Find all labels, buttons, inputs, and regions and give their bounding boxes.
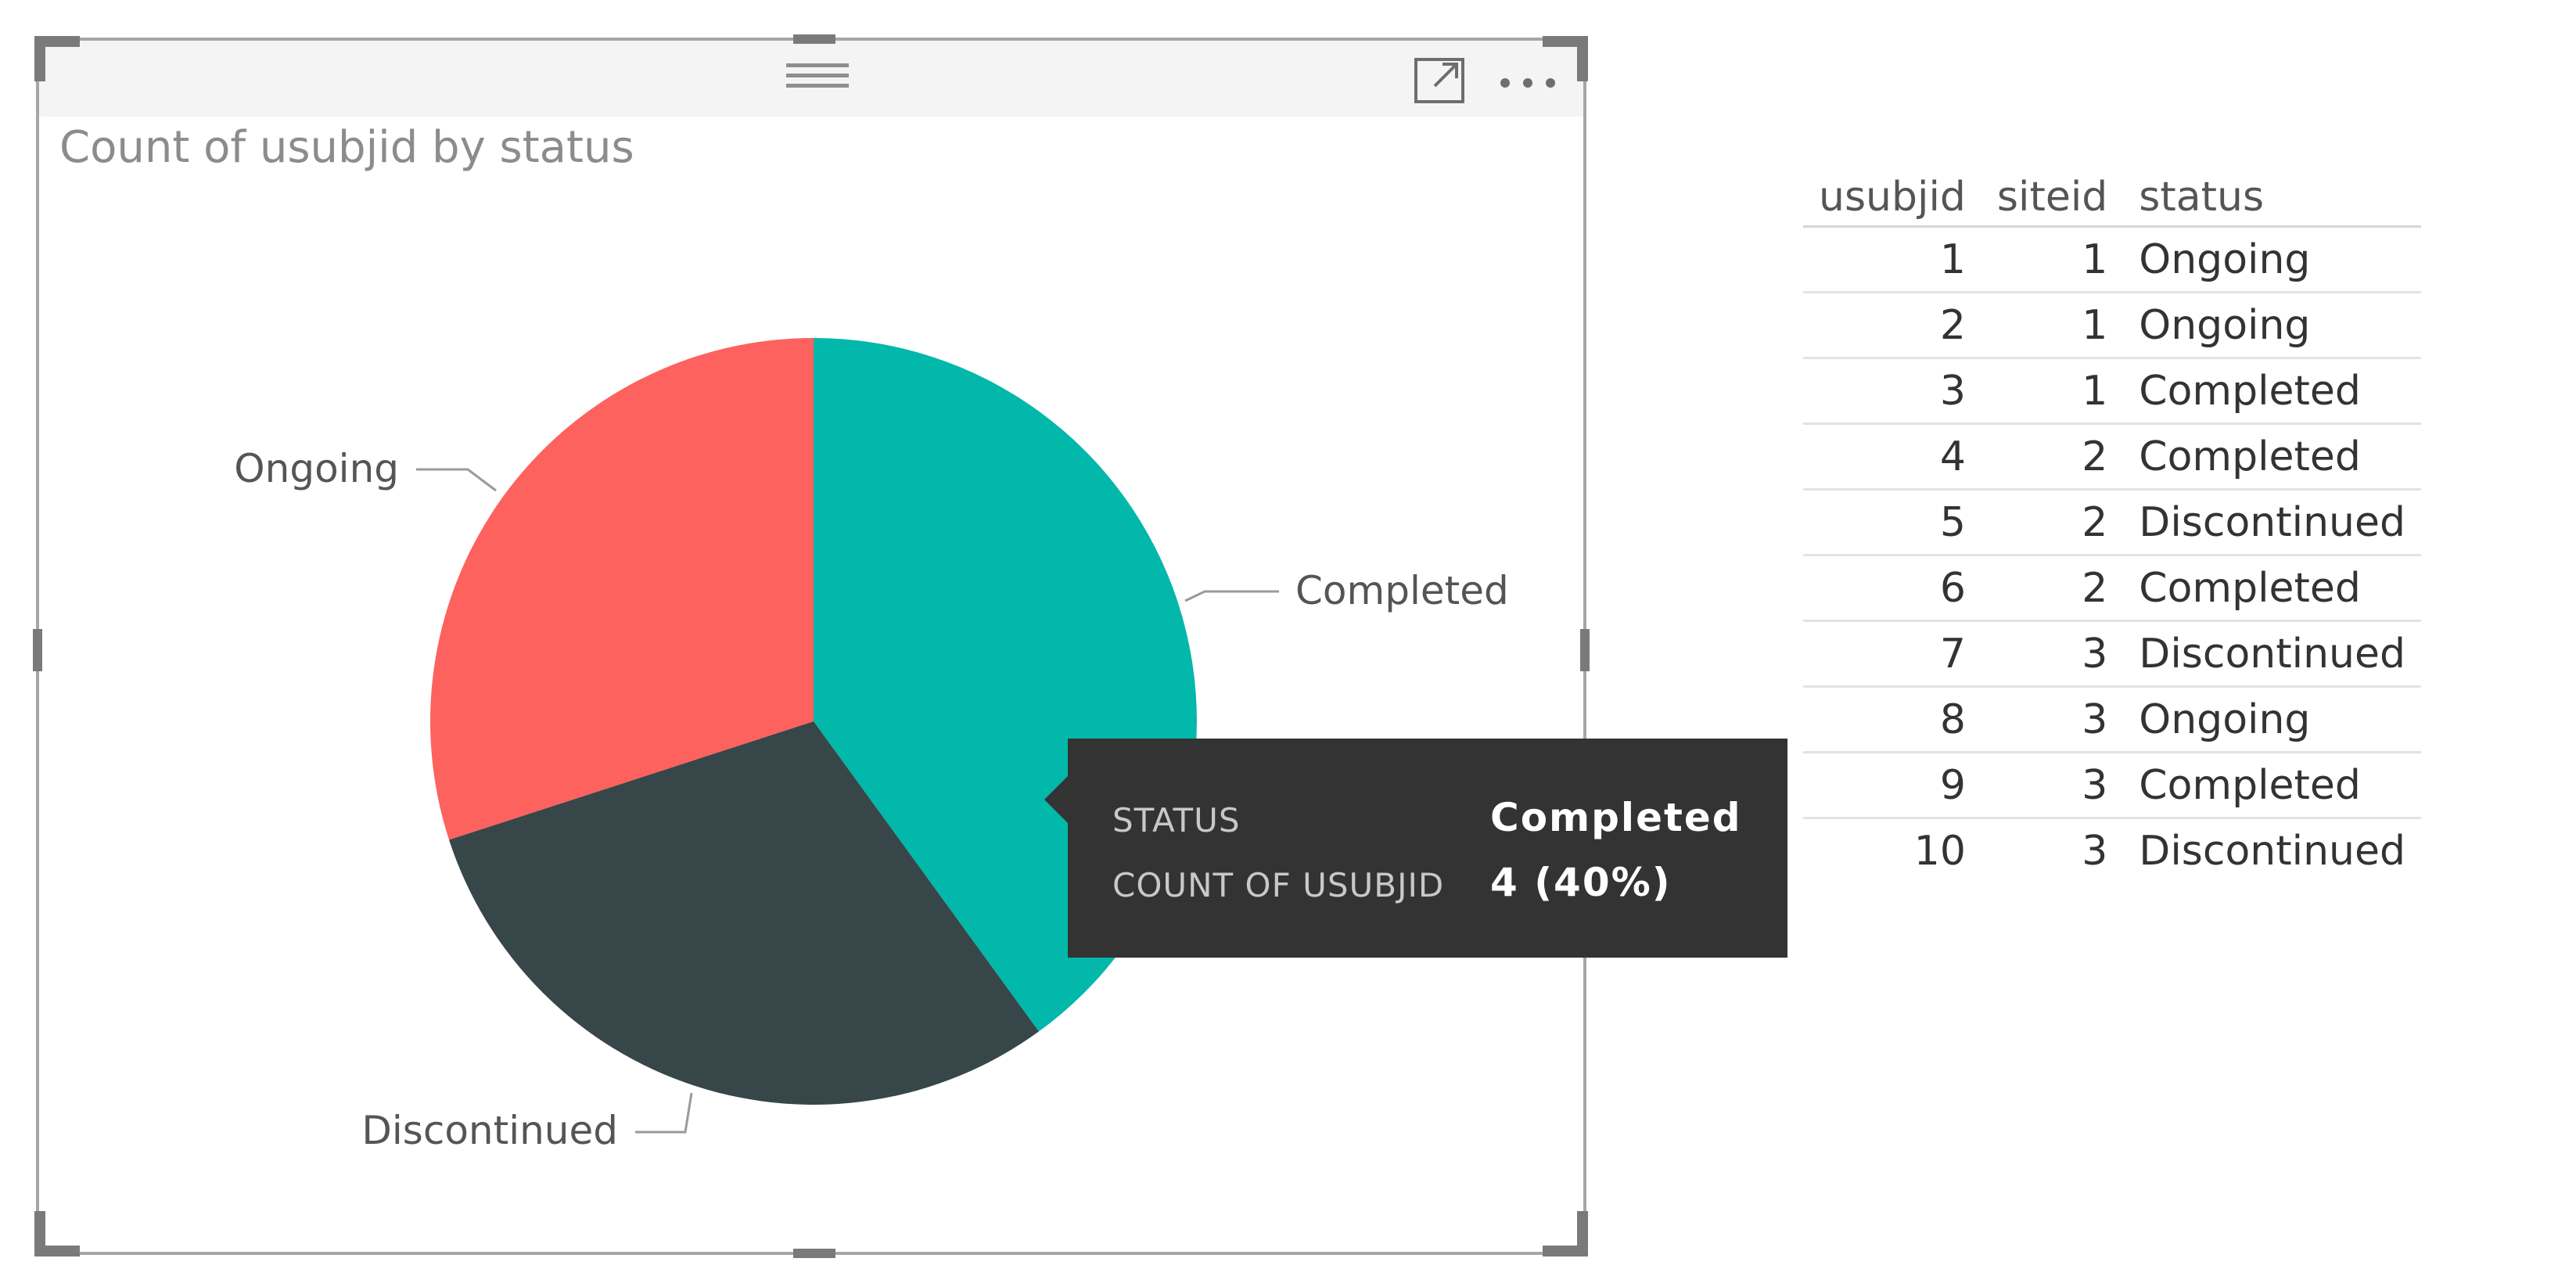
column-header-usubjid[interactable]: usubjid <box>1803 169 1981 228</box>
cell-siteid: 3 <box>1981 620 2124 687</box>
pie-label-completed: Completed <box>1295 568 1509 613</box>
table-row: 10 3 Discontinued <box>1803 817 2421 883</box>
data-table: usubjid siteid status 1 1 Ongoing 2 1 On… <box>1803 169 2421 883</box>
resize-handle-bottom-right[interactable] <box>1543 1211 1588 1256</box>
cell-usubjid: 6 <box>1803 554 1981 621</box>
table-row: 7 3 Discontinued <box>1803 620 2421 687</box>
cell-status: Ongoing <box>2123 685 2421 753</box>
drag-handle-icon[interactable] <box>786 63 849 92</box>
cell-siteid: 2 <box>1981 488 2124 555</box>
resize-handle-bottom[interactable] <box>793 1249 835 1258</box>
cell-siteid: 2 <box>1981 422 2124 490</box>
tooltip-pointer <box>1044 776 1068 823</box>
visual-header <box>39 41 1583 117</box>
cell-usubjid: 1 <box>1803 225 1981 293</box>
cell-status: Ongoing <box>2123 225 2421 293</box>
cell-usubjid: 4 <box>1803 422 1981 490</box>
cell-siteid: 1 <box>1981 291 2124 358</box>
cell-usubjid: 2 <box>1803 291 1981 358</box>
cell-usubjid: 7 <box>1803 620 1981 687</box>
cell-usubjid: 9 <box>1803 751 1981 818</box>
table-header-row: usubjid siteid status <box>1803 169 2421 228</box>
table-row: 8 3 Ongoing <box>1803 685 2421 753</box>
focus-mode-icon[interactable] <box>1411 55 1469 106</box>
resize-handle-right[interactable] <box>1580 629 1590 671</box>
leader-line-ongoing <box>416 468 497 492</box>
cell-usubjid: 5 <box>1803 488 1981 555</box>
cell-siteid: 2 <box>1981 554 2124 621</box>
cell-status: Discontinued <box>2123 488 2421 555</box>
cell-status: Completed <box>2123 357 2421 424</box>
table-row: 1 1 Ongoing <box>1803 225 2421 293</box>
resize-handle-top-left[interactable] <box>34 36 80 81</box>
pie-slice-discontinued[interactable] <box>449 721 1039 1105</box>
leader-line-discontinued <box>635 1092 693 1134</box>
table-row: 3 1 Completed <box>1803 357 2421 424</box>
cell-usubjid: 3 <box>1803 357 1981 424</box>
cell-status: Ongoing <box>2123 291 2421 358</box>
table-row: 2 1 Ongoing <box>1803 291 2421 358</box>
tooltip-key-count: COUNT OF USUBJID <box>1112 866 1445 904</box>
cell-status: Completed <box>2123 422 2421 490</box>
table-row: 4 2 Completed <box>1803 422 2421 490</box>
cell-status: Discontinued <box>2123 817 2421 883</box>
cell-siteid: 1 <box>1981 225 2124 293</box>
resize-handle-top[interactable] <box>793 34 835 44</box>
cell-usubjid: 8 <box>1803 685 1981 753</box>
tooltip-value-status: Completed <box>1490 795 1742 840</box>
cell-status: Completed <box>2123 554 2421 621</box>
tooltip: STATUS Completed COUNT OF USUBJID 4 (40%… <box>1044 739 1787 958</box>
resize-handle-top-right[interactable] <box>1543 36 1588 81</box>
tooltip-key-status: STATUS <box>1112 801 1241 839</box>
resize-handle-bottom-left[interactable] <box>34 1211 80 1256</box>
cell-siteid: 3 <box>1981 685 2124 753</box>
cell-siteid: 3 <box>1981 817 2124 883</box>
pie-label-ongoing: Ongoing <box>234 446 399 491</box>
cell-status: Completed <box>2123 751 2421 818</box>
cell-status: Discontinued <box>2123 620 2421 687</box>
tooltip-value-count: 4 (40%) <box>1490 860 1672 905</box>
column-header-status[interactable]: status <box>2123 169 2421 228</box>
visual-title: Count of usubjid by status <box>59 122 634 173</box>
pie-slice-ongoing[interactable] <box>430 338 814 840</box>
table-row: 6 2 Completed <box>1803 554 2421 621</box>
more-options-icon[interactable] <box>1493 55 1563 106</box>
cell-siteid: 3 <box>1981 751 2124 818</box>
resize-handle-left[interactable] <box>33 629 42 671</box>
column-header-siteid[interactable]: siteid <box>1981 169 2124 228</box>
cell-usubjid: 10 <box>1803 817 1981 883</box>
table-row: 9 3 Completed <box>1803 751 2421 818</box>
cell-siteid: 1 <box>1981 357 2124 424</box>
table-row: 5 2 Discontinued <box>1803 488 2421 555</box>
leader-line-completed <box>1184 590 1279 602</box>
pie-label-discontinued: Discontinued <box>361 1108 618 1153</box>
